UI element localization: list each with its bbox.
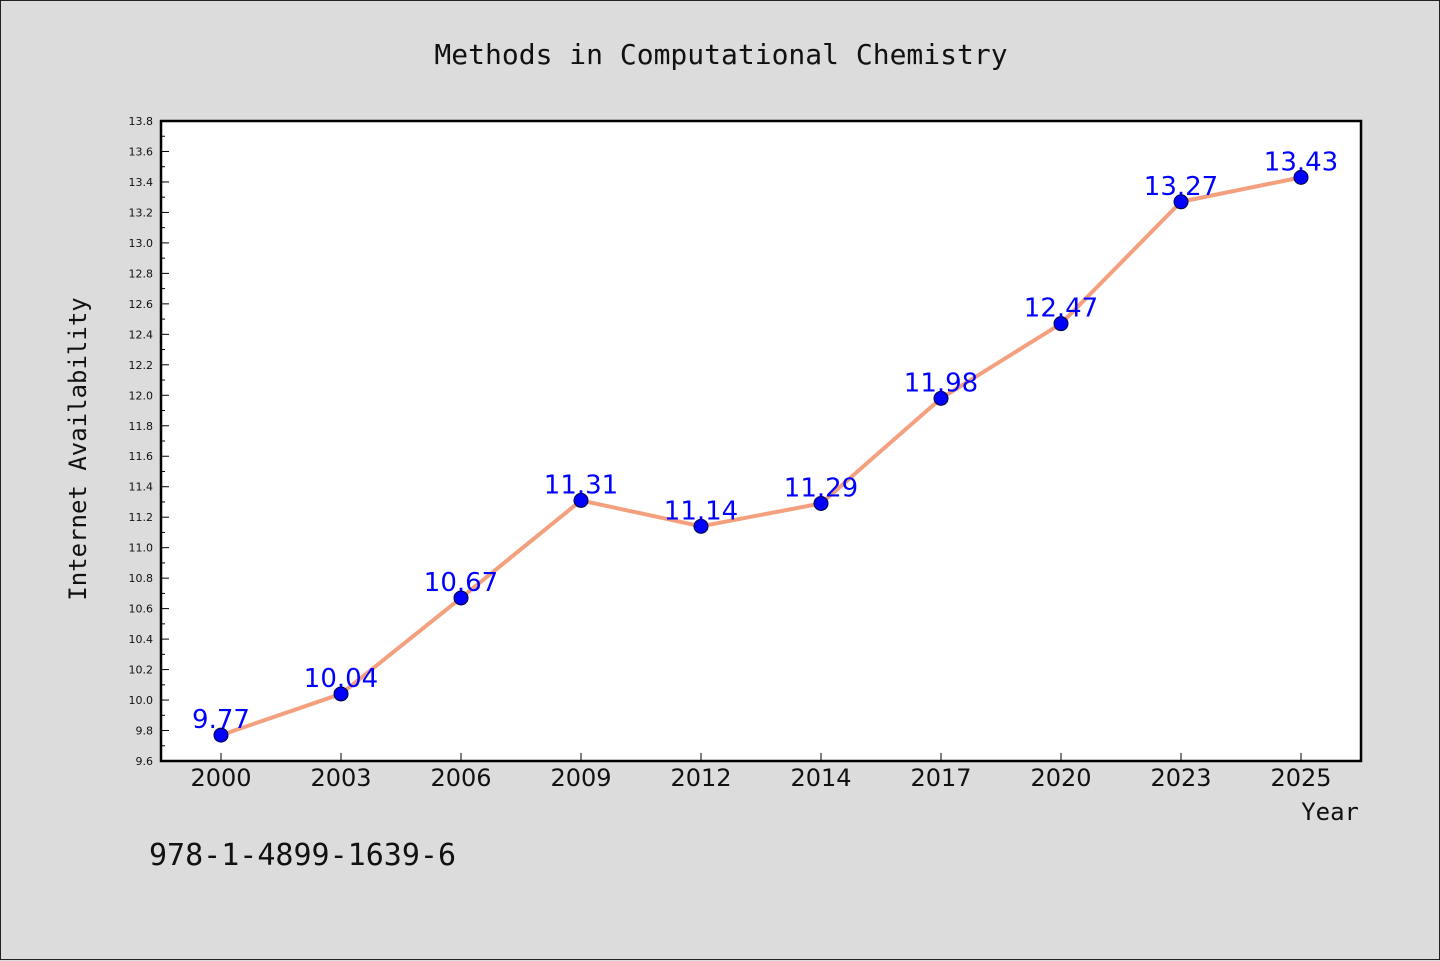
data-value-label: 12.47 bbox=[1024, 294, 1098, 324]
y-tick-label: 11.8 bbox=[129, 420, 154, 433]
y-axis: 9.6 9.8 10.0 10.2 10.4 10.6 10.8 11.0 11.2 11.4 11… bbox=[129, 115, 169, 768]
data-markers bbox=[213, 169, 1309, 743]
y-tick-label: 13.6 bbox=[129, 145, 154, 158]
y-axis-label: Internet Availability bbox=[64, 297, 92, 600]
data-point-marker bbox=[1053, 316, 1069, 332]
data-point-marker bbox=[813, 495, 829, 511]
data-value-label: 11.98 bbox=[904, 368, 978, 398]
data-value-label: 11.14 bbox=[664, 496, 738, 526]
x-tick-label: 2017 bbox=[910, 764, 971, 792]
y-tick-label: 9.8 bbox=[136, 725, 154, 738]
data-value-label: 10.67 bbox=[424, 568, 498, 598]
x-tick-label: 2006 bbox=[430, 764, 491, 792]
y-tick-label: 11.2 bbox=[129, 511, 154, 524]
data-labels: 9.77 10.04 10.67 11.31 11.14 11.29 11.98 12.47 1… bbox=[192, 147, 1338, 735]
data-point-marker bbox=[933, 390, 949, 406]
data-value-label: 10.04 bbox=[304, 664, 378, 694]
x-tick-label: 2025 bbox=[1270, 764, 1331, 792]
y-tick-label: 13.8 bbox=[129, 115, 154, 128]
x-tick-label: 2009 bbox=[550, 764, 611, 792]
y-tick-label: 12.2 bbox=[129, 359, 154, 372]
y-tick-label: 12.8 bbox=[129, 267, 154, 280]
y-tick-label: 11.0 bbox=[129, 542, 154, 555]
data-value-label: 9.77 bbox=[192, 705, 250, 735]
y-tick-label: 13.0 bbox=[129, 237, 154, 250]
y-tick-label: 10.4 bbox=[129, 633, 154, 646]
data-point-marker bbox=[693, 518, 709, 534]
y-tick-label: 10.8 bbox=[129, 572, 154, 585]
y-tick-label: 10.2 bbox=[129, 664, 154, 677]
plot-area bbox=[159, 119, 1363, 763]
y-tick-label: 11.6 bbox=[129, 450, 154, 463]
data-point-marker bbox=[213, 727, 229, 743]
x-tick-label: 2000 bbox=[190, 764, 251, 792]
x-tick-label: 2020 bbox=[1030, 764, 1091, 792]
data-point-marker bbox=[453, 590, 469, 606]
y-tick-label: 9.6 bbox=[136, 755, 154, 768]
y-tick-label: 13.2 bbox=[129, 206, 154, 219]
y-tick-label: 10.6 bbox=[129, 603, 154, 616]
data-point-marker bbox=[333, 686, 349, 702]
data-value-label: 13.43 bbox=[1264, 147, 1338, 177]
x-axis: 2000 2003 2006 2009 2012 2014 2017 2020 2023 2025 bbox=[190, 753, 1332, 792]
isbn-footnote: 978-1-4899-1639-6 bbox=[149, 838, 456, 873]
data-point-marker bbox=[573, 492, 589, 508]
x-tick-label: 2014 bbox=[790, 764, 851, 792]
y-tick-label: 12.6 bbox=[129, 298, 154, 311]
x-tick-label: 2012 bbox=[670, 764, 731, 792]
data-value-label: 13.27 bbox=[1144, 172, 1218, 202]
series-line bbox=[220, 175, 1302, 737]
y-tick-label: 13.4 bbox=[129, 176, 154, 189]
data-point-marker bbox=[1293, 169, 1309, 185]
data-point-marker bbox=[1173, 194, 1189, 210]
x-tick-label: 2003 bbox=[310, 764, 371, 792]
data-value-label: 11.29 bbox=[784, 473, 858, 503]
x-axis-label: Year bbox=[1301, 798, 1359, 826]
y-tick-label: 11.4 bbox=[129, 481, 154, 494]
y-tick-label: 12.4 bbox=[129, 328, 154, 341]
series-line-group bbox=[220, 175, 1302, 737]
chart-title: Methods in Computational Chemistry bbox=[434, 38, 1007, 71]
data-value-label: 11.31 bbox=[544, 470, 618, 500]
y-tick-label: 10.0 bbox=[129, 694, 154, 707]
y-tick-label: 12.0 bbox=[129, 389, 154, 402]
x-tick-label: 2023 bbox=[1150, 764, 1211, 792]
